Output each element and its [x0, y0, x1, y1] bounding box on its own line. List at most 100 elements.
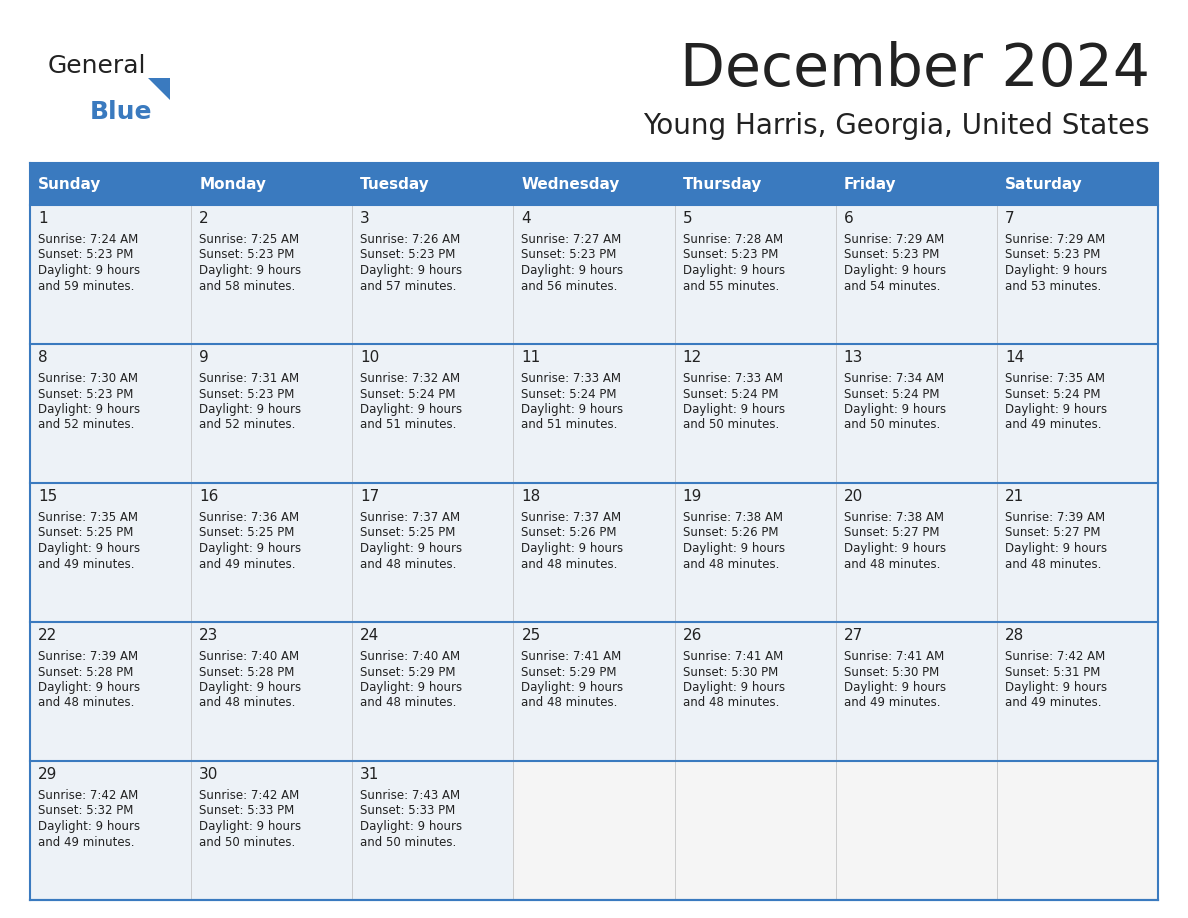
Bar [835, 761, 997, 900]
Text: Sunset: 5:27 PM: Sunset: 5:27 PM [1005, 527, 1100, 540]
Text: and 58 minutes.: and 58 minutes. [200, 279, 296, 293]
Text: Blue: Blue [90, 100, 152, 124]
Text: and 48 minutes.: and 48 minutes. [1005, 557, 1101, 570]
Text: Sunrise: 7:41 AM: Sunrise: 7:41 AM [683, 650, 783, 663]
Text: and 54 minutes.: and 54 minutes. [843, 279, 940, 293]
Text: and 48 minutes.: and 48 minutes. [360, 697, 456, 710]
Text: Sunset: 5:26 PM: Sunset: 5:26 PM [522, 527, 617, 540]
Text: Sunrise: 7:40 AM: Sunrise: 7:40 AM [360, 650, 461, 663]
Bar [675, 205, 835, 344]
Text: Sunset: 5:29 PM: Sunset: 5:29 PM [522, 666, 617, 678]
Polygon shape [148, 78, 170, 100]
Text: Sunrise: 7:29 AM: Sunrise: 7:29 AM [1005, 233, 1105, 246]
Text: 5: 5 [683, 211, 693, 226]
Text: Young Harris, Georgia, United States: Young Harris, Georgia, United States [644, 112, 1150, 140]
Text: 24: 24 [360, 628, 379, 643]
Text: 31: 31 [360, 767, 380, 782]
Bar [191, 761, 353, 900]
Text: Sunrise: 7:28 AM: Sunrise: 7:28 AM [683, 233, 783, 246]
Text: Sunset: 5:24 PM: Sunset: 5:24 PM [843, 387, 940, 400]
Bar [997, 344, 1158, 483]
Text: Sunrise: 7:38 AM: Sunrise: 7:38 AM [843, 511, 943, 524]
Bar [30, 344, 191, 483]
Text: Sunrise: 7:42 AM: Sunrise: 7:42 AM [38, 789, 138, 802]
Bar [513, 163, 675, 205]
Text: Daylight: 9 hours: Daylight: 9 hours [683, 681, 785, 694]
Bar [191, 205, 353, 344]
Text: and 49 minutes.: and 49 minutes. [38, 835, 134, 848]
Text: and 53 minutes.: and 53 minutes. [1005, 279, 1101, 293]
Text: December 2024: December 2024 [680, 41, 1150, 98]
Text: Sunset: 5:32 PM: Sunset: 5:32 PM [38, 804, 133, 818]
Text: Sunrise: 7:26 AM: Sunrise: 7:26 AM [360, 233, 461, 246]
Text: Sunrise: 7:30 AM: Sunrise: 7:30 AM [38, 372, 138, 385]
Bar [835, 344, 997, 483]
Text: Sunrise: 7:35 AM: Sunrise: 7:35 AM [38, 511, 138, 524]
Text: Daylight: 9 hours: Daylight: 9 hours [360, 542, 462, 555]
Text: Daylight: 9 hours: Daylight: 9 hours [360, 264, 462, 277]
Text: Sunset: 5:24 PM: Sunset: 5:24 PM [522, 387, 617, 400]
Bar [675, 483, 835, 622]
Text: Sunrise: 7:24 AM: Sunrise: 7:24 AM [38, 233, 138, 246]
Bar [191, 483, 353, 622]
Text: Sunrise: 7:40 AM: Sunrise: 7:40 AM [200, 650, 299, 663]
Text: and 51 minutes.: and 51 minutes. [522, 419, 618, 431]
Text: and 48 minutes.: and 48 minutes. [683, 697, 779, 710]
Text: 15: 15 [38, 489, 57, 504]
Text: Sunrise: 7:34 AM: Sunrise: 7:34 AM [843, 372, 943, 385]
Text: Sunrise: 7:27 AM: Sunrise: 7:27 AM [522, 233, 621, 246]
Text: Sunrise: 7:39 AM: Sunrise: 7:39 AM [1005, 511, 1105, 524]
Text: and 52 minutes.: and 52 minutes. [38, 419, 134, 431]
Text: Sunrise: 7:42 AM: Sunrise: 7:42 AM [200, 789, 299, 802]
Text: Sunrise: 7:38 AM: Sunrise: 7:38 AM [683, 511, 783, 524]
Text: Sunrise: 7:35 AM: Sunrise: 7:35 AM [1005, 372, 1105, 385]
Text: and 48 minutes.: and 48 minutes. [200, 697, 296, 710]
Text: 14: 14 [1005, 350, 1024, 365]
Bar [191, 622, 353, 761]
Text: and 48 minutes.: and 48 minutes. [522, 557, 618, 570]
Text: Sunset: 5:23 PM: Sunset: 5:23 PM [683, 249, 778, 262]
Bar [675, 163, 835, 205]
Bar [30, 622, 191, 761]
Text: Thursday: Thursday [683, 176, 762, 192]
Bar [997, 622, 1158, 761]
Text: 20: 20 [843, 489, 862, 504]
Text: Sunrise: 7:29 AM: Sunrise: 7:29 AM [843, 233, 944, 246]
Bar [835, 163, 997, 205]
Bar [835, 205, 997, 344]
Text: Sunrise: 7:43 AM: Sunrise: 7:43 AM [360, 789, 461, 802]
Text: Daylight: 9 hours: Daylight: 9 hours [843, 403, 946, 416]
Text: 17: 17 [360, 489, 379, 504]
Text: Sunset: 5:28 PM: Sunset: 5:28 PM [38, 666, 133, 678]
Text: 2: 2 [200, 211, 209, 226]
Text: Daylight: 9 hours: Daylight: 9 hours [1005, 542, 1107, 555]
Text: 22: 22 [38, 628, 57, 643]
Text: Daylight: 9 hours: Daylight: 9 hours [360, 681, 462, 694]
Text: Daylight: 9 hours: Daylight: 9 hours [38, 542, 140, 555]
Text: and 51 minutes.: and 51 minutes. [360, 419, 456, 431]
Text: Sunrise: 7:41 AM: Sunrise: 7:41 AM [843, 650, 944, 663]
Text: Daylight: 9 hours: Daylight: 9 hours [683, 542, 785, 555]
Text: Daylight: 9 hours: Daylight: 9 hours [360, 403, 462, 416]
Text: 28: 28 [1005, 628, 1024, 643]
Text: Sunrise: 7:39 AM: Sunrise: 7:39 AM [38, 650, 138, 663]
Text: Sunset: 5:33 PM: Sunset: 5:33 PM [200, 804, 295, 818]
Text: 13: 13 [843, 350, 864, 365]
Text: Sunrise: 7:37 AM: Sunrise: 7:37 AM [360, 511, 461, 524]
Text: and 48 minutes.: and 48 minutes. [38, 697, 134, 710]
Text: Daylight: 9 hours: Daylight: 9 hours [522, 681, 624, 694]
Text: Daylight: 9 hours: Daylight: 9 hours [843, 542, 946, 555]
Text: Daylight: 9 hours: Daylight: 9 hours [522, 264, 624, 277]
Text: Daylight: 9 hours: Daylight: 9 hours [843, 681, 946, 694]
Text: and 50 minutes.: and 50 minutes. [200, 835, 296, 848]
Bar [30, 163, 191, 205]
Bar [513, 622, 675, 761]
Text: 4: 4 [522, 211, 531, 226]
Text: Daylight: 9 hours: Daylight: 9 hours [843, 264, 946, 277]
Bar [675, 761, 835, 900]
Text: Sunrise: 7:33 AM: Sunrise: 7:33 AM [683, 372, 783, 385]
Bar [513, 205, 675, 344]
Text: Daylight: 9 hours: Daylight: 9 hours [683, 264, 785, 277]
Text: Sunset: 5:31 PM: Sunset: 5:31 PM [1005, 666, 1100, 678]
Text: Wednesday: Wednesday [522, 176, 620, 192]
